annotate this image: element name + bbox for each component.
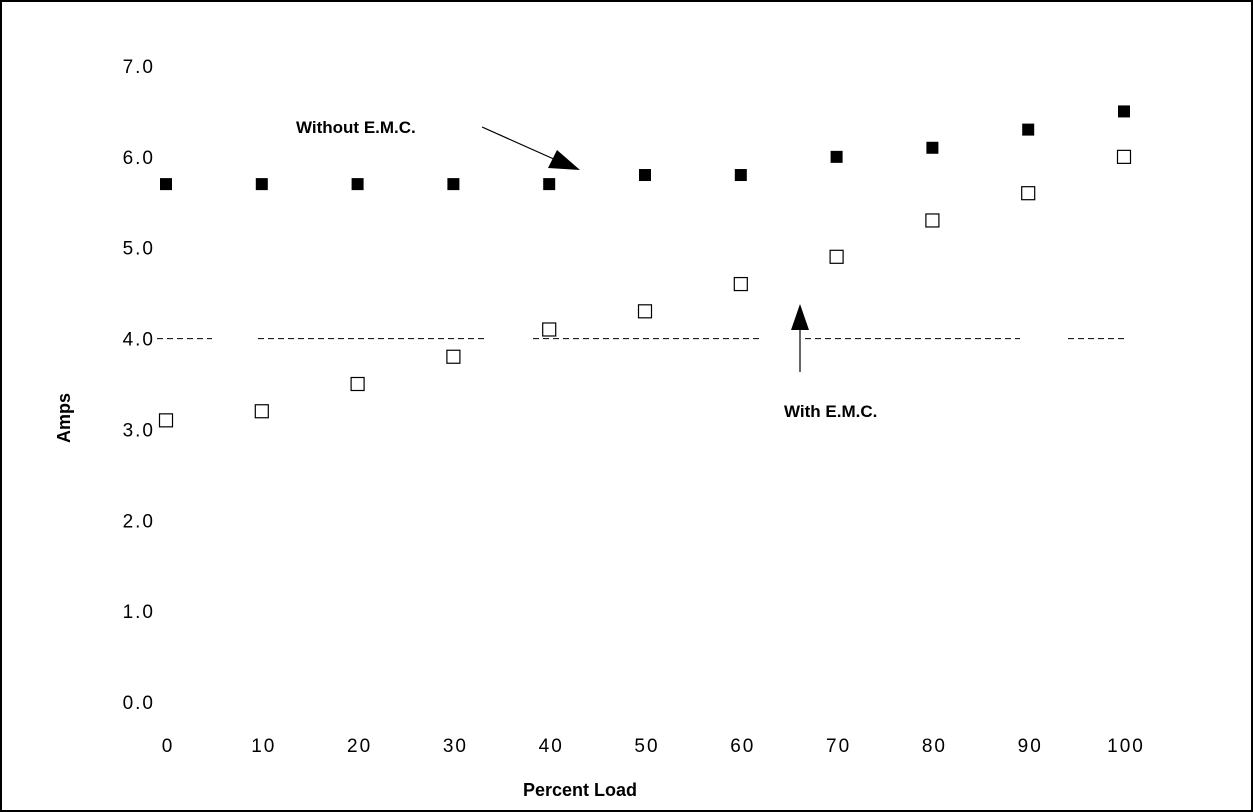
x-tick-label: 30 <box>443 736 468 757</box>
y-tick-labels: 0.0 1.0 2.0 3.0 4.0 5.0 6.0 7.0 <box>123 57 155 714</box>
y-tick-label: 4.0 <box>123 330 155 351</box>
annotation-without-emc-arrow-head <box>548 150 580 170</box>
y-tick-label: 7.0 <box>123 57 155 78</box>
point-with-emc <box>350 376 365 392</box>
point-without-emc <box>926 141 939 154</box>
x-tick-labels: 0 10 20 30 40 50 60 70 80 90 100 <box>162 736 1145 757</box>
point-with-emc <box>925 213 940 228</box>
point-without-emc <box>639 169 651 182</box>
point-without-emc <box>1022 123 1035 136</box>
x-tick-label: 70 <box>826 736 851 757</box>
annotation-with-emc-arrow-head <box>791 304 809 330</box>
annotation-without-emc: Without E.M.C. <box>296 118 416 137</box>
y-tick-label: 5.0 <box>123 239 155 260</box>
y-axis-label: Amps <box>54 393 74 443</box>
point-with-emc <box>1021 186 1036 201</box>
point-without-emc <box>830 150 843 163</box>
point-with-emc <box>637 304 653 319</box>
y-tick-label: 1.0 <box>123 602 155 623</box>
y-tick-label: 3.0 <box>123 420 155 441</box>
point-with-emc <box>1116 149 1132 164</box>
x-tick-label: 0 <box>162 736 175 757</box>
point-without-emc <box>447 178 460 191</box>
point-with-emc <box>733 276 748 292</box>
series-points <box>158 105 1132 428</box>
point-with-emc <box>542 322 557 337</box>
x-tick-label: 100 <box>1107 736 1145 757</box>
x-tick-label: 90 <box>1018 736 1043 757</box>
x-tick-label: 40 <box>539 736 564 757</box>
point-without-emc <box>543 178 556 191</box>
x-axis-label: Percent Load <box>523 780 637 800</box>
y-tick-label: 6.0 <box>123 148 155 169</box>
point-with-emc <box>829 249 844 264</box>
annotation-without-emc-arrow-line <box>481 126 557 161</box>
y-tick-label: 0.0 <box>123 693 155 714</box>
x-tick-label: 60 <box>730 736 755 757</box>
y-tick-label: 2.0 <box>123 511 155 532</box>
point-without-emc <box>351 178 364 191</box>
point-without-emc <box>1118 105 1130 118</box>
point-without-emc <box>255 178 268 191</box>
point-with-emc <box>254 404 269 419</box>
annotation-with-emc: With E.M.C. <box>784 402 877 421</box>
point-with-emc <box>158 413 174 428</box>
point-with-emc <box>446 349 461 364</box>
point-without-emc <box>160 178 172 191</box>
x-tick-label: 20 <box>347 736 372 757</box>
x-tick-label: 80 <box>922 736 947 757</box>
point-without-emc <box>734 169 747 182</box>
x-tick-label: 50 <box>634 736 659 757</box>
x-tick-label: 10 <box>251 736 276 757</box>
